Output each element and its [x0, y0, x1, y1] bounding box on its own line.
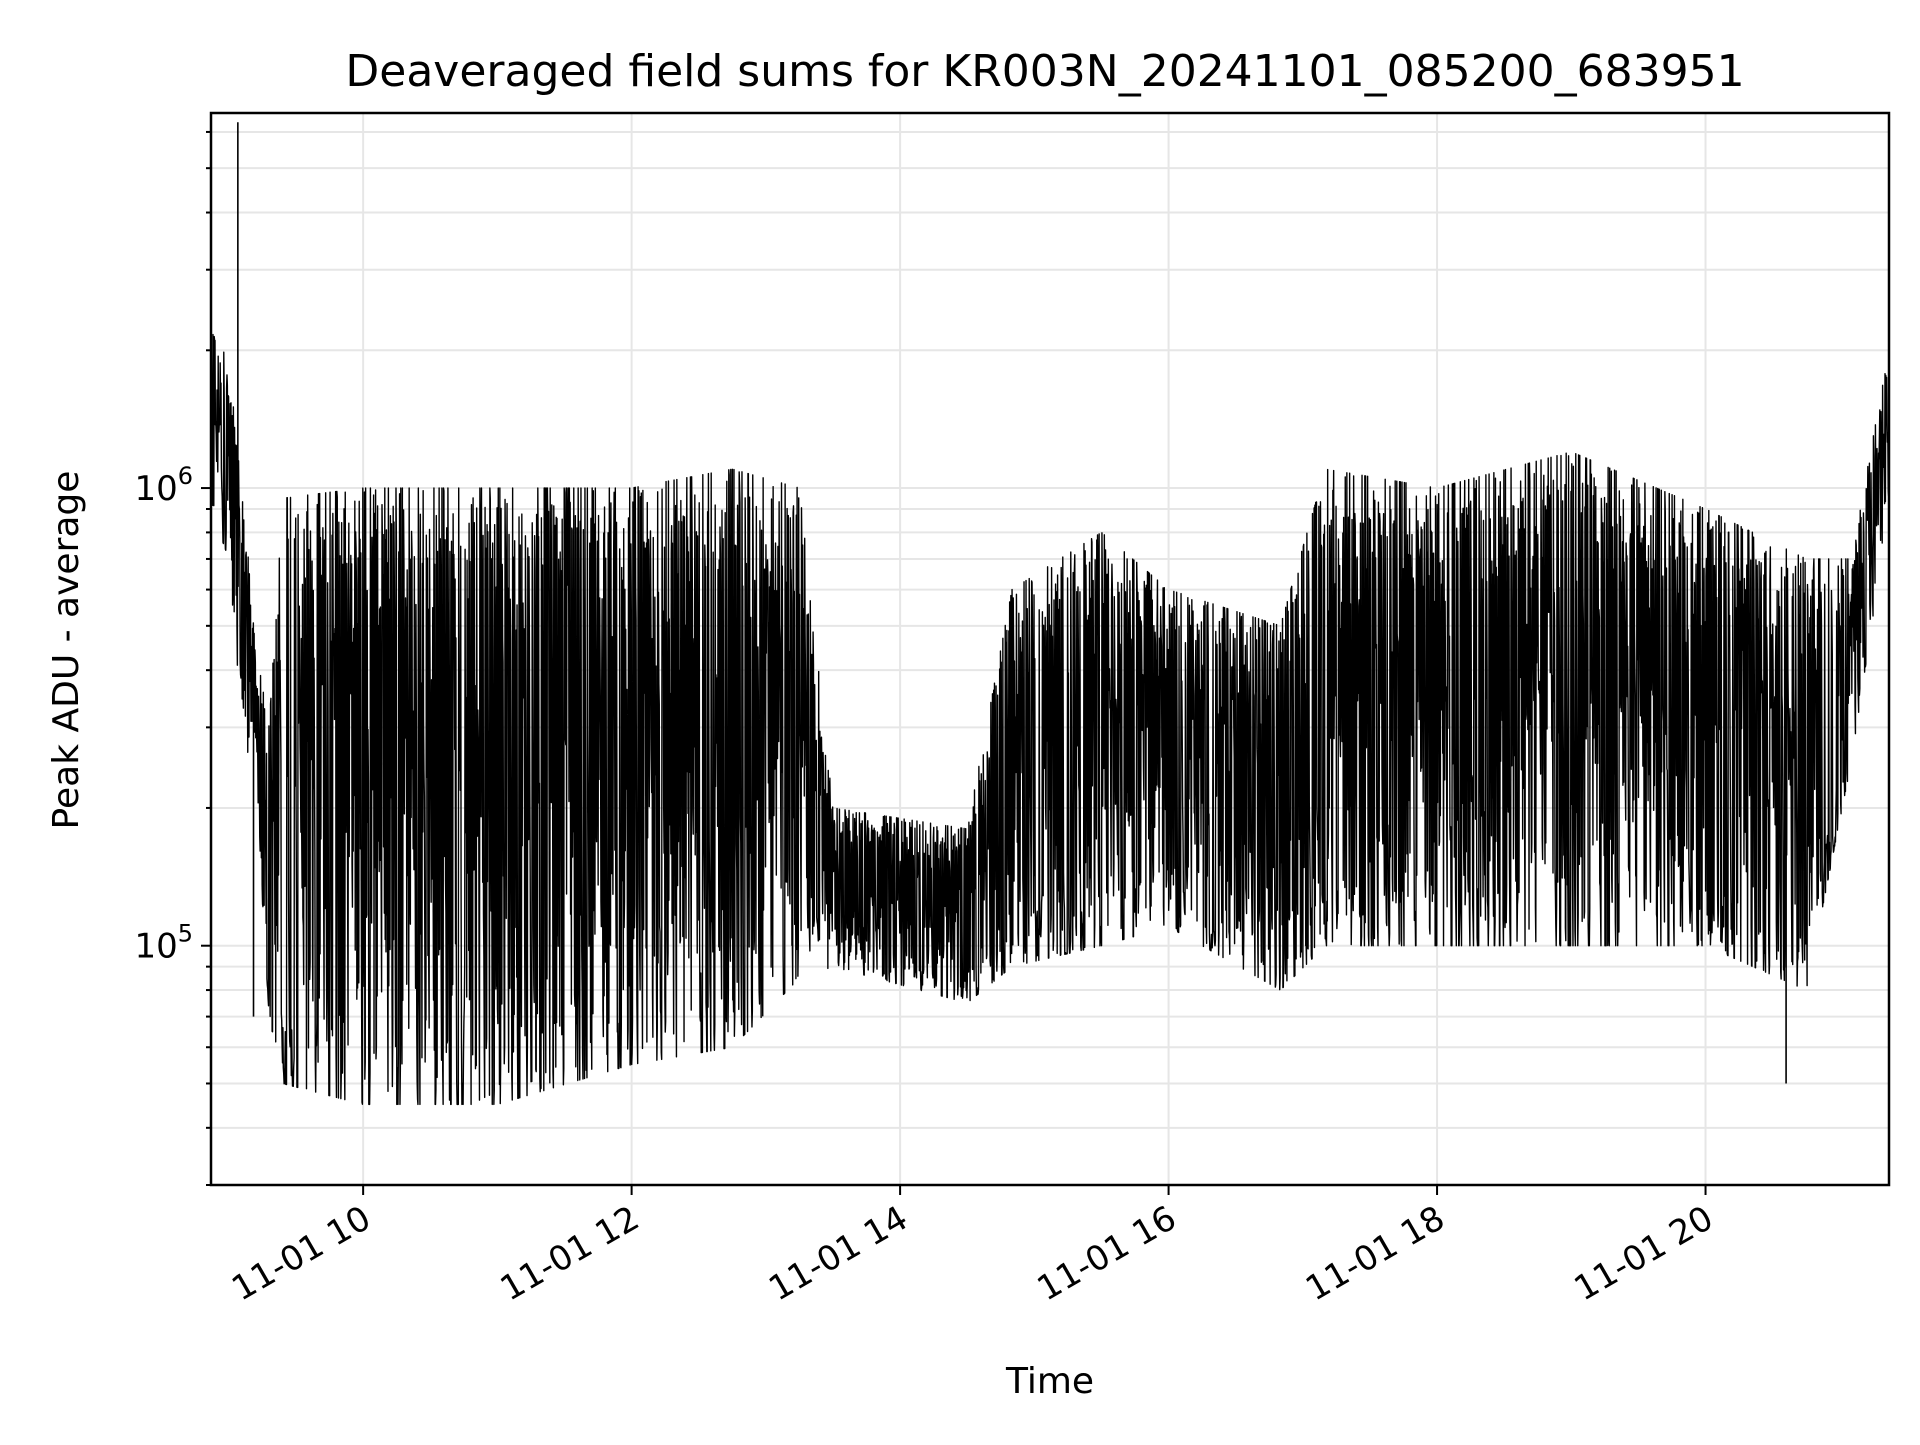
- y-tick-label: 105: [134, 920, 193, 967]
- x-axis-label: Time: [1005, 1361, 1094, 1402]
- series-line: [210, 331, 1890, 1106]
- y-tick-label: 106: [134, 462, 193, 509]
- y-tick-base: 10: [134, 469, 177, 509]
- plot-frame: [209, 111, 1891, 1187]
- chart-title: Deaveraged field sums for KR003N_2024110…: [345, 46, 1744, 97]
- data-series: [210, 122, 1890, 1106]
- y-tick-exponent: 6: [178, 462, 193, 490]
- y-tick-base: 10: [134, 927, 177, 967]
- y-tick-exponent: 5: [178, 920, 193, 948]
- y-axis-label: Peak ADU - average: [46, 471, 87, 830]
